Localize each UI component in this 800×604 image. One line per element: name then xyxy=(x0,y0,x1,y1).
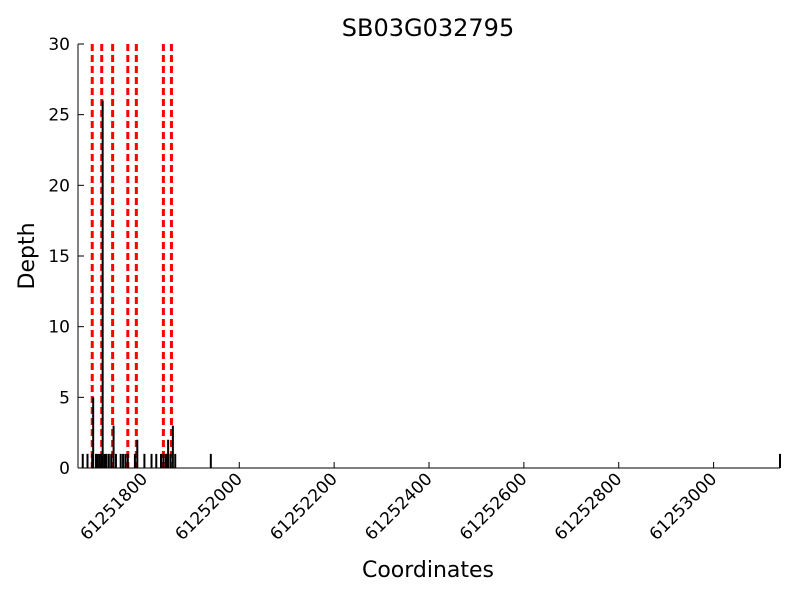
x-tick-label: 61252400 xyxy=(361,469,436,544)
y-tick-label: 25 xyxy=(48,106,70,126)
x-axis-label: Coordinates xyxy=(362,558,494,583)
y-tick-label: 30 xyxy=(48,35,70,55)
marker-lines xyxy=(90,44,173,468)
x-tick-label: 61251800 xyxy=(77,469,152,544)
y-tick-label: 0 xyxy=(59,459,70,479)
x-tick-label: 61252800 xyxy=(551,469,626,544)
y-tick-label: 15 xyxy=(48,247,70,267)
y-tick-label: 20 xyxy=(48,176,70,196)
depth-bars xyxy=(81,100,781,468)
chart-title: SB03G032795 xyxy=(342,14,514,42)
y-axis-ticks: 0 5 10 15 20 25 30 xyxy=(48,35,84,479)
x-axis-ticks: 61251800 61252000 61252200 61252400 61252600… xyxy=(77,462,721,545)
x-tick-label: 61252200 xyxy=(266,469,341,544)
x-tick-label: 61253000 xyxy=(646,469,721,544)
y-tick-label: 5 xyxy=(59,388,70,408)
y-axis-label: Depth xyxy=(15,222,40,289)
x-tick-label: 61252000 xyxy=(171,469,246,544)
x-tick-label: 61252600 xyxy=(456,469,531,544)
y-tick-label: 10 xyxy=(48,318,70,338)
